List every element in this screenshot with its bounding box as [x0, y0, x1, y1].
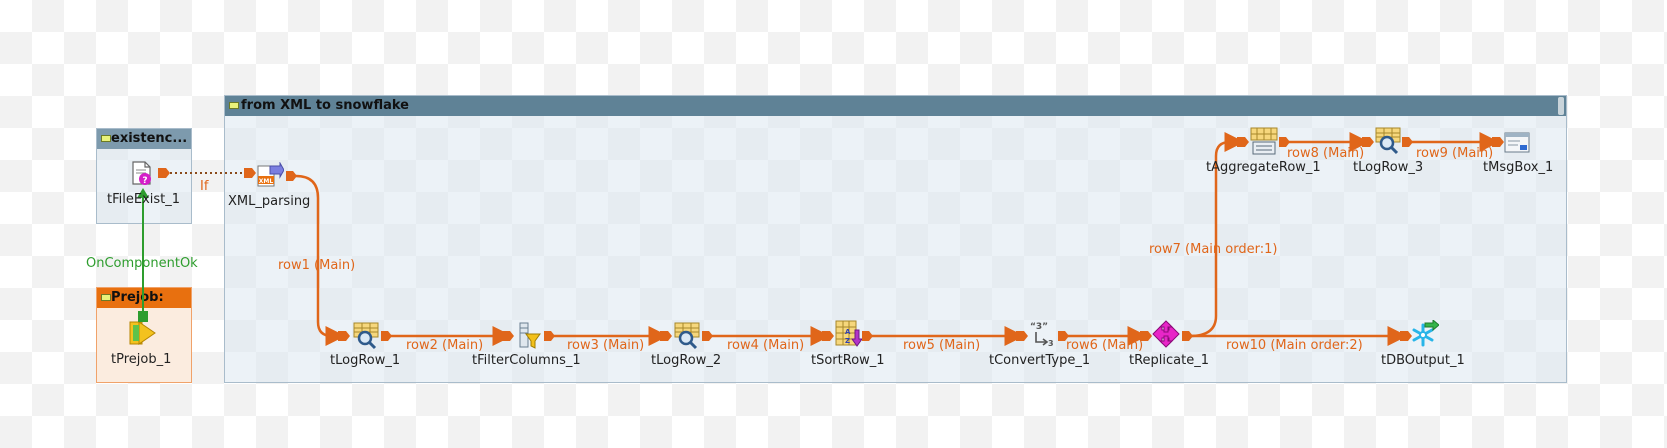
connector-handle[interactable] [244, 168, 256, 178]
convert-type-icon: “3” 3 [1030, 322, 1054, 348]
component-tprejob[interactable] [129, 319, 157, 347]
svg-text:XML: XML [259, 178, 274, 185]
subjob-title-main: from XML to snowflake [241, 98, 409, 113]
svg-text:3: 3 [1048, 339, 1054, 348]
component-tdboutput[interactable] [1411, 320, 1439, 348]
component-label-tprejob: tPrejob_1 [111, 352, 172, 367]
component-tmsgbox[interactable] [1503, 129, 1531, 157]
component-label-treplicate: tReplicate_1 [1129, 353, 1209, 368]
subjob-header-existence[interactable]: existenc... [97, 129, 191, 149]
link-label-row3[interactable]: row3 (Main) [567, 338, 645, 353]
connector-handle[interactable] [1237, 137, 1249, 147]
collapse-icon[interactable] [101, 135, 111, 142]
link-label-row8[interactable]: row8 (Main) [1287, 146, 1365, 161]
link-row1[interactable] [295, 174, 346, 346]
connector-handle[interactable] [381, 331, 392, 341]
link-label-row4[interactable]: row4 (Main) [727, 338, 805, 353]
log-row-icon [1375, 127, 1401, 155]
component-label-tdboutput: tDBOutput_1 [1381, 353, 1465, 368]
link-label-row1[interactable]: row1 (Main) [278, 258, 356, 273]
subjob-resize-handle[interactable] [1558, 97, 1564, 115]
component-label-tsortrow: tSortRow_1 [811, 353, 885, 368]
link-label-row9[interactable]: row9 (Main) [1416, 146, 1494, 161]
component-tlogrow-1[interactable] [352, 322, 380, 350]
component-taggregaterow[interactable] [1250, 127, 1278, 155]
collapse-icon[interactable] [229, 102, 239, 109]
collapse-icon[interactable] [101, 294, 111, 301]
component-label-tconverttype: tConvertType_1 [989, 353, 1091, 368]
subjob-title-existence: existenc... [111, 131, 188, 146]
component-label-tlogrow-2: tLogRow_2 [651, 353, 722, 368]
snowflake-output-icon [1412, 320, 1439, 347]
link-label-on-component-ok[interactable]: OnComponentOk [86, 256, 198, 271]
message-box-icon [1504, 132, 1530, 153]
component-label-xml-parsing: XML_parsing [228, 194, 311, 209]
filter-columns-icon [519, 322, 541, 349]
replicate-icon [1152, 320, 1180, 348]
link-label-row5[interactable]: row5 (Main) [903, 338, 981, 353]
connector-handle[interactable] [660, 331, 672, 341]
component-label-tlogrow-1: tLogRow_1 [330, 353, 401, 368]
component-label-tfileexist: tFileExist_1 [107, 192, 181, 207]
component-treplicate[interactable] [1152, 320, 1180, 348]
connector-handle[interactable] [1140, 331, 1152, 341]
link-label-row2[interactable]: row2 (Main) [406, 338, 484, 353]
connector-handle[interactable] [1402, 137, 1413, 147]
component-xml-parsing[interactable]: XML [256, 162, 284, 190]
subjob-header-main[interactable]: from XML to snowflake [225, 96, 1566, 116]
component-label-taggregaterow: tAggregateRow_1 [1206, 160, 1321, 175]
link-on-component-ok-arrow [137, 188, 149, 198]
connector-handle[interactable] [702, 331, 713, 341]
link-label-if[interactable]: If [200, 179, 209, 194]
component-tlogrow-3[interactable] [1374, 127, 1402, 155]
svg-text:?: ? [142, 176, 147, 186]
component-tlogrow-2[interactable] [673, 322, 701, 350]
sort-row-icon: A Z [835, 320, 863, 347]
component-tconverttype[interactable]: “3” 3 [1028, 320, 1056, 348]
connector-handle[interactable] [1016, 331, 1028, 341]
connector-handle[interactable] [158, 168, 170, 178]
link-label-row10[interactable]: row10 (Main order:2) [1226, 338, 1363, 353]
component-label-tfiltercolumns: tFilterColumns_1 [472, 353, 581, 368]
svg-text:A: A [845, 328, 851, 336]
link-label-row6[interactable]: row6 (Main) [1066, 338, 1144, 353]
component-tfiltercolumns[interactable] [516, 322, 544, 350]
link-label-row7[interactable]: row7 (Main order:1) [1149, 242, 1278, 257]
prejob-icon [129, 321, 156, 345]
connector-handle[interactable] [1400, 331, 1412, 341]
connector-handle[interactable] [1492, 137, 1504, 147]
component-label-tmsgbox: tMsgBox_1 [1483, 160, 1554, 175]
subjob-title-prejob: Prejob: [111, 290, 164, 305]
connector-handle[interactable] [502, 331, 514, 341]
connector-handle[interactable] [1058, 331, 1069, 341]
connector-handle[interactable] [544, 331, 555, 341]
connector-handle[interactable] [822, 331, 834, 341]
svg-text:“3”: “3” [1030, 322, 1048, 332]
log-row-icon [674, 322, 700, 350]
component-tfileexist[interactable]: ? [128, 160, 156, 188]
trigger-handle[interactable] [138, 311, 148, 322]
component-label-tlogrow-3: tLogRow_3 [1353, 160, 1424, 175]
connector-handle[interactable] [1182, 331, 1193, 341]
component-tsortrow[interactable]: A Z [835, 320, 863, 348]
connector-handle[interactable] [1362, 137, 1374, 147]
connector-handle[interactable] [1279, 137, 1290, 147]
log-row-icon [353, 322, 379, 350]
file-exist-icon: ? [132, 161, 151, 186]
xml-input-icon: XML [257, 162, 284, 187]
aggregate-row-icon [1250, 127, 1278, 155]
svg-text:Z: Z [845, 337, 850, 345]
link-row7[interactable] [1189, 132, 1245, 338]
connector-handle[interactable] [338, 331, 350, 341]
connector-handle[interactable] [286, 171, 297, 181]
connector-handle[interactable] [862, 331, 873, 341]
